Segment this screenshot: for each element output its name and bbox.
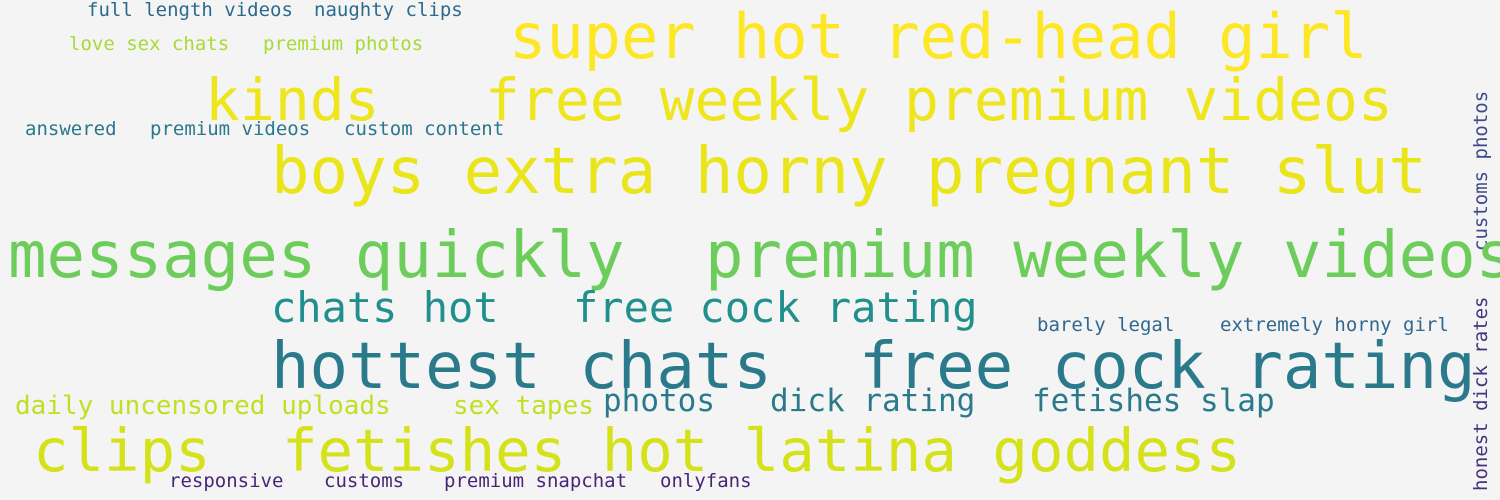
cloud-word: messages quickly xyxy=(8,219,625,293)
cloud-word: sex tapes xyxy=(453,391,594,421)
cloud-word: boys extra horny pregnant slut xyxy=(271,135,1427,209)
cloud-word: extremely horny girl xyxy=(1220,314,1449,336)
cloud-word: responsive xyxy=(169,470,284,492)
cloud-word: answered xyxy=(25,118,117,140)
cloud-word: love sex chats xyxy=(69,33,230,55)
cloud-word: clips xyxy=(33,416,211,485)
cloud-word: fetishes slap xyxy=(1032,383,1275,419)
cloud-word: custom content xyxy=(344,118,505,140)
cloud-word: onlyfans xyxy=(660,470,752,492)
cloud-word: premium weekly videos xyxy=(705,219,1500,293)
cloud-word: free weekly premium videos xyxy=(485,66,1393,134)
cloud-word: naughty clips xyxy=(314,0,463,21)
cloud-word: kinds xyxy=(205,66,380,134)
cloud-word: super hot red-head girl xyxy=(509,0,1368,73)
cloud-word: premium photos xyxy=(263,33,424,55)
cloud-word: barely legal xyxy=(1037,314,1175,336)
cloud-word: dick rating xyxy=(770,383,976,419)
cloud-word: fetishes hot latina goddess xyxy=(282,416,1242,485)
cloud-word: daily uncensored uploads xyxy=(15,391,391,421)
cloud-word: premium videos xyxy=(150,118,311,140)
cloud-word: hottest chats xyxy=(271,330,772,404)
cloud-word: photos xyxy=(603,383,715,419)
cloud-word: free cock rating xyxy=(859,330,1476,404)
cloud-word: premium snapchat xyxy=(444,470,628,492)
cloud-word: customs xyxy=(324,470,405,492)
cloud-word: free cock rating xyxy=(573,283,978,332)
cloud-word: chats hot xyxy=(271,283,499,332)
cloud-word: full length videos xyxy=(87,0,293,21)
